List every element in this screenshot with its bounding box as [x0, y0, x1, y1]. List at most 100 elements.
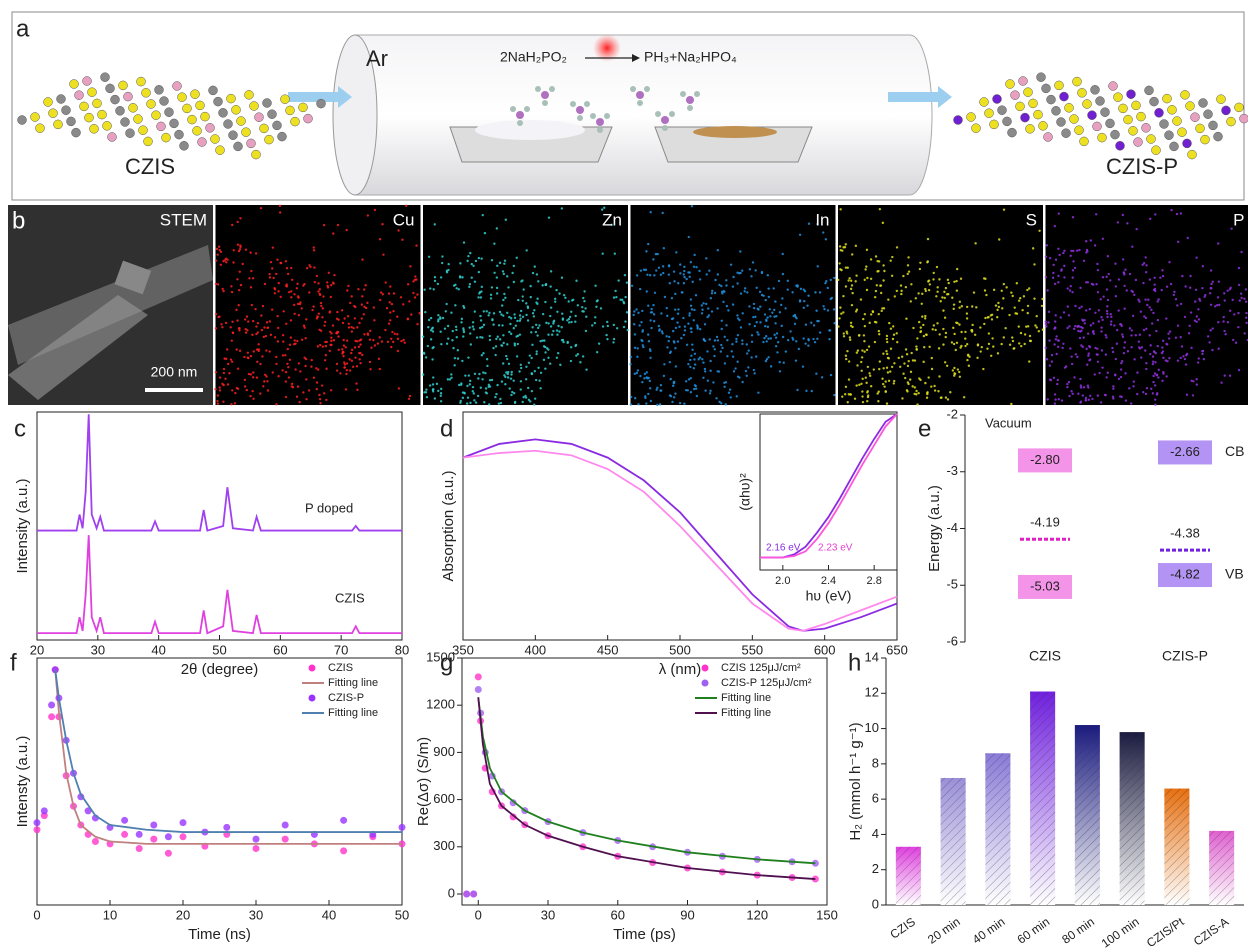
- map-dot: [908, 360, 910, 362]
- map-dot: [1049, 364, 1051, 366]
- map-dot: [879, 208, 881, 210]
- map-dot: [872, 311, 874, 313]
- atom: [85, 113, 94, 122]
- map-dot: [218, 246, 220, 248]
- map-dot: [1152, 381, 1154, 383]
- map-dot: [1027, 312, 1029, 314]
- map-dot: [528, 399, 530, 401]
- map-dot: [535, 301, 537, 303]
- map-dot: [501, 380, 503, 382]
- map-dot: [658, 267, 660, 269]
- map-dot: [798, 348, 800, 350]
- map-dot: [850, 280, 852, 282]
- map-dot: [754, 316, 756, 318]
- map-dot: [1154, 372, 1156, 374]
- map-dot: [507, 286, 509, 288]
- map-dot: [827, 287, 829, 289]
- map-dot: [764, 313, 766, 315]
- map-dot: [570, 346, 572, 348]
- map-dot: [1052, 264, 1054, 266]
- map-dot: [1207, 335, 1209, 337]
- map-dot: [1019, 297, 1021, 299]
- map-dot: [646, 274, 648, 276]
- map-dot: [499, 262, 501, 264]
- map-dot: [515, 325, 517, 327]
- map-dot: [1045, 276, 1047, 278]
- map-dot: [367, 332, 369, 334]
- map-dot: [1077, 330, 1079, 332]
- map-dot: [850, 288, 852, 290]
- map-dot: [886, 367, 888, 369]
- map-dot: [469, 383, 471, 385]
- map-dot: [550, 325, 552, 327]
- map-dot: [471, 277, 473, 279]
- map-dot: [1123, 271, 1125, 273]
- map-dot: [709, 338, 711, 340]
- map-dot: [858, 334, 860, 336]
- map-dot: [1157, 345, 1159, 347]
- map-dot: [704, 368, 706, 370]
- molecule: [637, 100, 643, 106]
- y-tick-label: 1500: [426, 649, 455, 664]
- map-dot: [1100, 298, 1102, 300]
- map-dot: [1094, 244, 1096, 246]
- map-dot: [953, 367, 955, 369]
- map-dot: [1123, 308, 1125, 310]
- map-dot: [535, 324, 537, 326]
- atom: [1168, 105, 1177, 114]
- map-dot: [638, 324, 640, 326]
- map-dot: [1062, 343, 1064, 345]
- map-dot: [663, 363, 665, 365]
- map-dot: [723, 382, 725, 384]
- map-dot: [511, 391, 513, 393]
- map-dot: [529, 285, 531, 287]
- map-dot: [484, 232, 486, 234]
- map-dot: [933, 324, 935, 326]
- map-dot: [349, 369, 351, 371]
- map-dot: [471, 263, 473, 265]
- map-dot: [1120, 396, 1122, 398]
- map-dot: [1058, 254, 1060, 256]
- data-point: [136, 845, 143, 852]
- map-dot: [469, 332, 471, 334]
- data-point: [340, 847, 347, 854]
- map-dot: [408, 300, 410, 302]
- map-dot: [701, 312, 703, 314]
- map-dot: [378, 358, 380, 360]
- atom: [1142, 123, 1151, 132]
- map-dot: [262, 305, 264, 307]
- map-dot: [1150, 388, 1152, 390]
- map-dot: [319, 398, 321, 400]
- map-dot: [644, 397, 646, 399]
- map-dot: [679, 402, 681, 404]
- map-dot: [215, 327, 217, 329]
- x-tick-label: 0: [33, 907, 40, 922]
- map-dot: [802, 337, 804, 339]
- x-tick-label: 80: [395, 642, 409, 657]
- map-dot: [653, 320, 655, 322]
- map-dot: [285, 323, 287, 325]
- map-dot: [291, 279, 293, 281]
- map-dot: [1070, 355, 1072, 357]
- map-dot: [687, 363, 689, 365]
- map-dot: [550, 270, 552, 272]
- map-dot: [847, 267, 849, 269]
- map-dot: [1149, 353, 1151, 355]
- map-dot: [1185, 363, 1187, 365]
- map-dot: [290, 319, 292, 321]
- level-name: CB: [1225, 443, 1244, 459]
- map-dot: [226, 348, 228, 350]
- map-dot: [332, 281, 334, 283]
- map-dot: [1088, 399, 1090, 401]
- map-dot: [981, 346, 983, 348]
- map-dot: [260, 207, 262, 209]
- map-dot: [1085, 309, 1087, 311]
- map-dot: [217, 394, 219, 396]
- atom: [1214, 132, 1223, 141]
- map-dot: [361, 258, 363, 260]
- map-dot: [744, 287, 746, 289]
- map-dot: [325, 354, 327, 356]
- map-dot: [1080, 326, 1082, 328]
- map-dot: [250, 270, 252, 272]
- data-point: [282, 822, 289, 829]
